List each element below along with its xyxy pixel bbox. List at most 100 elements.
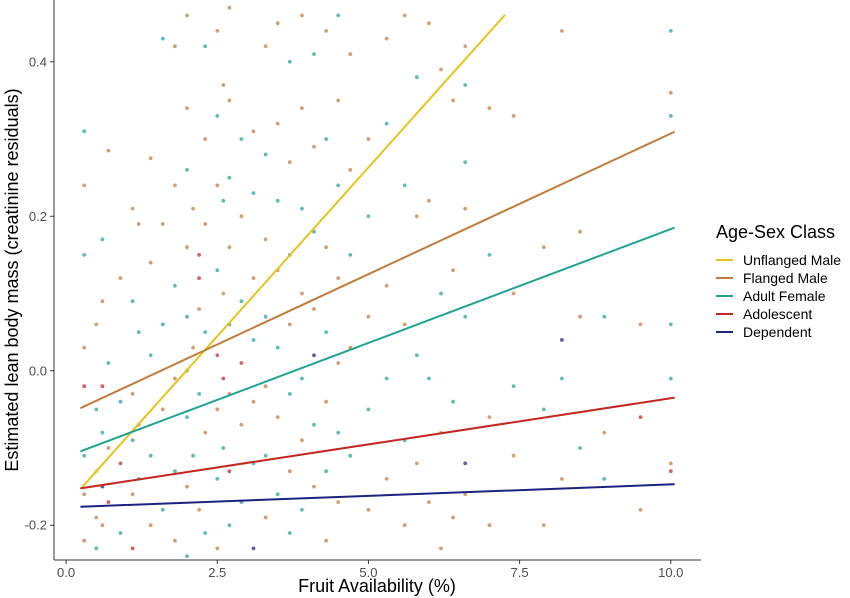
x-axis-title: Fruit Availability (%)	[298, 576, 456, 596]
data-point	[638, 415, 643, 419]
data-point	[312, 144, 316, 149]
data-point	[348, 52, 353, 56]
data-point	[221, 198, 226, 203]
data-point	[300, 106, 304, 110]
data-point	[130, 392, 135, 396]
data-point	[251, 399, 256, 404]
x-tick-label: 0.0	[57, 565, 75, 580]
data-point	[203, 137, 208, 141]
data-point	[215, 407, 220, 412]
data-point	[402, 13, 407, 18]
regression-line-2	[80, 226, 675, 453]
data-point	[221, 291, 226, 296]
data-point	[414, 461, 419, 466]
data-point	[275, 415, 280, 419]
data-point	[203, 44, 208, 49]
data-point	[118, 399, 123, 404]
data-point	[130, 546, 135, 551]
data-point	[215, 29, 220, 33]
y-tick-label: 0.0	[29, 363, 47, 378]
data-point	[130, 299, 135, 304]
data-point	[106, 500, 111, 504]
legend-items: Unflanged Male Flanged Male Adult Female Ad…	[716, 251, 841, 341]
y-axis-ticks: -0.2 0.0 0.2 0.4	[25, 54, 54, 533]
data-point	[275, 121, 280, 126]
data-point	[324, 137, 328, 141]
data-point	[427, 198, 431, 203]
data-point	[118, 276, 123, 280]
data-point	[336, 430, 341, 435]
data-point	[263, 515, 268, 520]
data-point	[668, 29, 673, 33]
data-point	[82, 253, 87, 257]
legend-label: Flanged Male	[743, 270, 828, 286]
data-point	[106, 446, 111, 450]
data-point	[275, 492, 280, 497]
data-point	[239, 214, 244, 219]
data-point	[287, 392, 292, 396]
data-point	[668, 376, 673, 381]
data-point	[173, 538, 177, 543]
data-point	[427, 376, 431, 381]
data-point	[185, 314, 189, 319]
legend-item: Adult Female	[716, 287, 841, 305]
data-point	[336, 361, 341, 365]
data-point	[239, 137, 244, 141]
data-point	[668, 469, 673, 474]
data-point	[185, 554, 189, 558]
data-point	[487, 253, 492, 257]
data-point	[148, 523, 153, 528]
data-point	[130, 438, 135, 443]
data-point	[384, 121, 389, 126]
data-point	[263, 152, 268, 157]
data-point	[384, 477, 389, 481]
data-point	[578, 446, 582, 450]
data-point	[366, 314, 371, 319]
legend-line-swatch	[716, 295, 733, 297]
data-point	[215, 268, 220, 273]
data-point	[541, 245, 546, 250]
data-point	[348, 168, 353, 172]
data-point	[263, 237, 268, 242]
data-point	[160, 322, 165, 327]
data-point	[185, 415, 189, 419]
legend-title: Age-Sex Class	[716, 222, 836, 242]
data-point	[221, 83, 226, 87]
data-point	[191, 206, 196, 211]
data-point	[275, 198, 280, 203]
legend-item: Adolescent	[716, 305, 841, 323]
data-point	[251, 191, 256, 196]
y-axis-title: Estimated lean body mass (creatinine res…	[2, 88, 22, 471]
data-point	[203, 531, 208, 535]
legend-label: Adult Female	[743, 288, 826, 304]
data-point	[215, 114, 220, 118]
data-point	[638, 322, 643, 327]
data-point	[275, 345, 280, 350]
regression-line-3	[80, 396, 675, 490]
y-tick-label: -0.2	[25, 518, 47, 533]
data-point	[203, 330, 208, 334]
data-point	[82, 492, 87, 497]
data-point	[427, 21, 431, 26]
data-point	[227, 523, 232, 528]
regression-line-1	[80, 131, 675, 409]
data-point	[136, 222, 141, 226]
data-point	[197, 392, 202, 396]
data-point	[287, 322, 292, 327]
data-point	[348, 253, 353, 257]
data-point	[668, 461, 673, 466]
data-point	[227, 5, 232, 10]
data-point	[227, 175, 232, 180]
legend-label: Unflanged Male	[743, 252, 842, 268]
data-point	[251, 129, 256, 134]
data-point	[185, 484, 189, 489]
y-tick-label: 0.4	[29, 54, 47, 69]
data-point	[287, 160, 292, 165]
data-point	[287, 531, 292, 535]
data-point	[300, 291, 304, 296]
data-point	[215, 183, 220, 188]
data-point	[136, 330, 141, 334]
data-point	[197, 253, 202, 257]
data-point	[94, 515, 99, 520]
data-point	[336, 13, 341, 18]
